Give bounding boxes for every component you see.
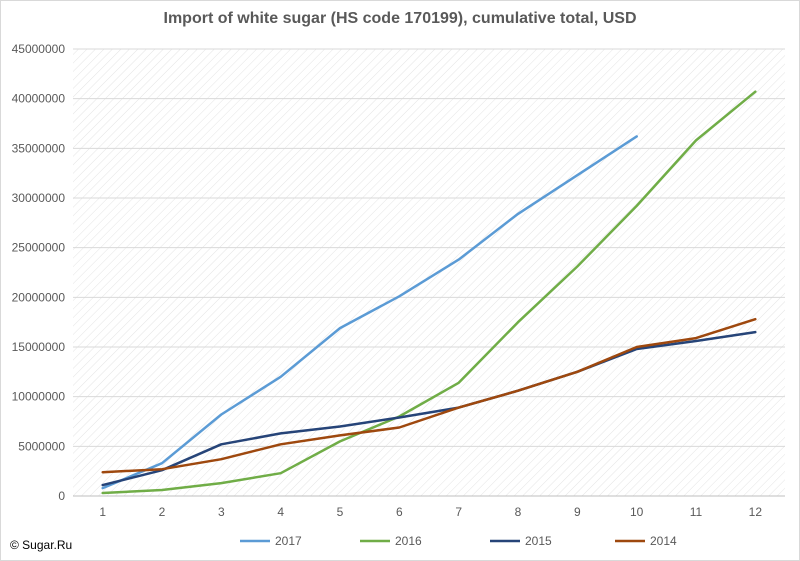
- legend-label-2014: 2014: [650, 534, 677, 548]
- x-tick-label: 9: [574, 505, 581, 519]
- x-tick-label: 10: [630, 505, 644, 519]
- series-line-2015: [101, 330, 757, 487]
- chart-title: Import of white sugar (HS code 170199), …: [163, 10, 637, 27]
- x-tick-label: 12: [749, 505, 763, 519]
- y-tick-label: 45000000: [12, 42, 66, 56]
- y-tick-label: 25000000: [12, 241, 66, 255]
- x-tick-label: 5: [337, 505, 344, 519]
- x-tick-label: 4: [277, 505, 284, 519]
- y-tick-label: 20000000: [12, 290, 66, 304]
- legend-label-2017: 2017: [275, 534, 302, 548]
- x-tick-label: 1: [99, 505, 106, 519]
- series-line-2016: [101, 90, 757, 495]
- y-tick-label: 10000000: [12, 390, 66, 404]
- y-tick-label: 15000000: [12, 340, 66, 354]
- series-line-2017: [101, 135, 638, 490]
- y-tick-label: 0: [58, 489, 65, 503]
- series-line-2014: [101, 317, 757, 474]
- x-tick-label: 11: [690, 505, 703, 519]
- y-tick-label: 40000000: [12, 92, 66, 106]
- legend-label-2015: 2015: [525, 534, 552, 548]
- legend-label-2016: 2016: [395, 534, 422, 548]
- x-tick-label: 8: [515, 505, 522, 519]
- x-tick-label: 6: [396, 505, 403, 519]
- plot-area-background: [73, 49, 785, 496]
- x-tick-label: 7: [455, 505, 462, 519]
- x-tick-label: 3: [218, 505, 225, 519]
- y-tick-label: 35000000: [12, 141, 66, 155]
- copyright-note: © Sugar.Ru: [10, 538, 73, 552]
- y-tick-label: 30000000: [12, 191, 66, 205]
- y-tick-label: 5000000: [18, 439, 65, 453]
- x-tick-label: 2: [159, 505, 166, 519]
